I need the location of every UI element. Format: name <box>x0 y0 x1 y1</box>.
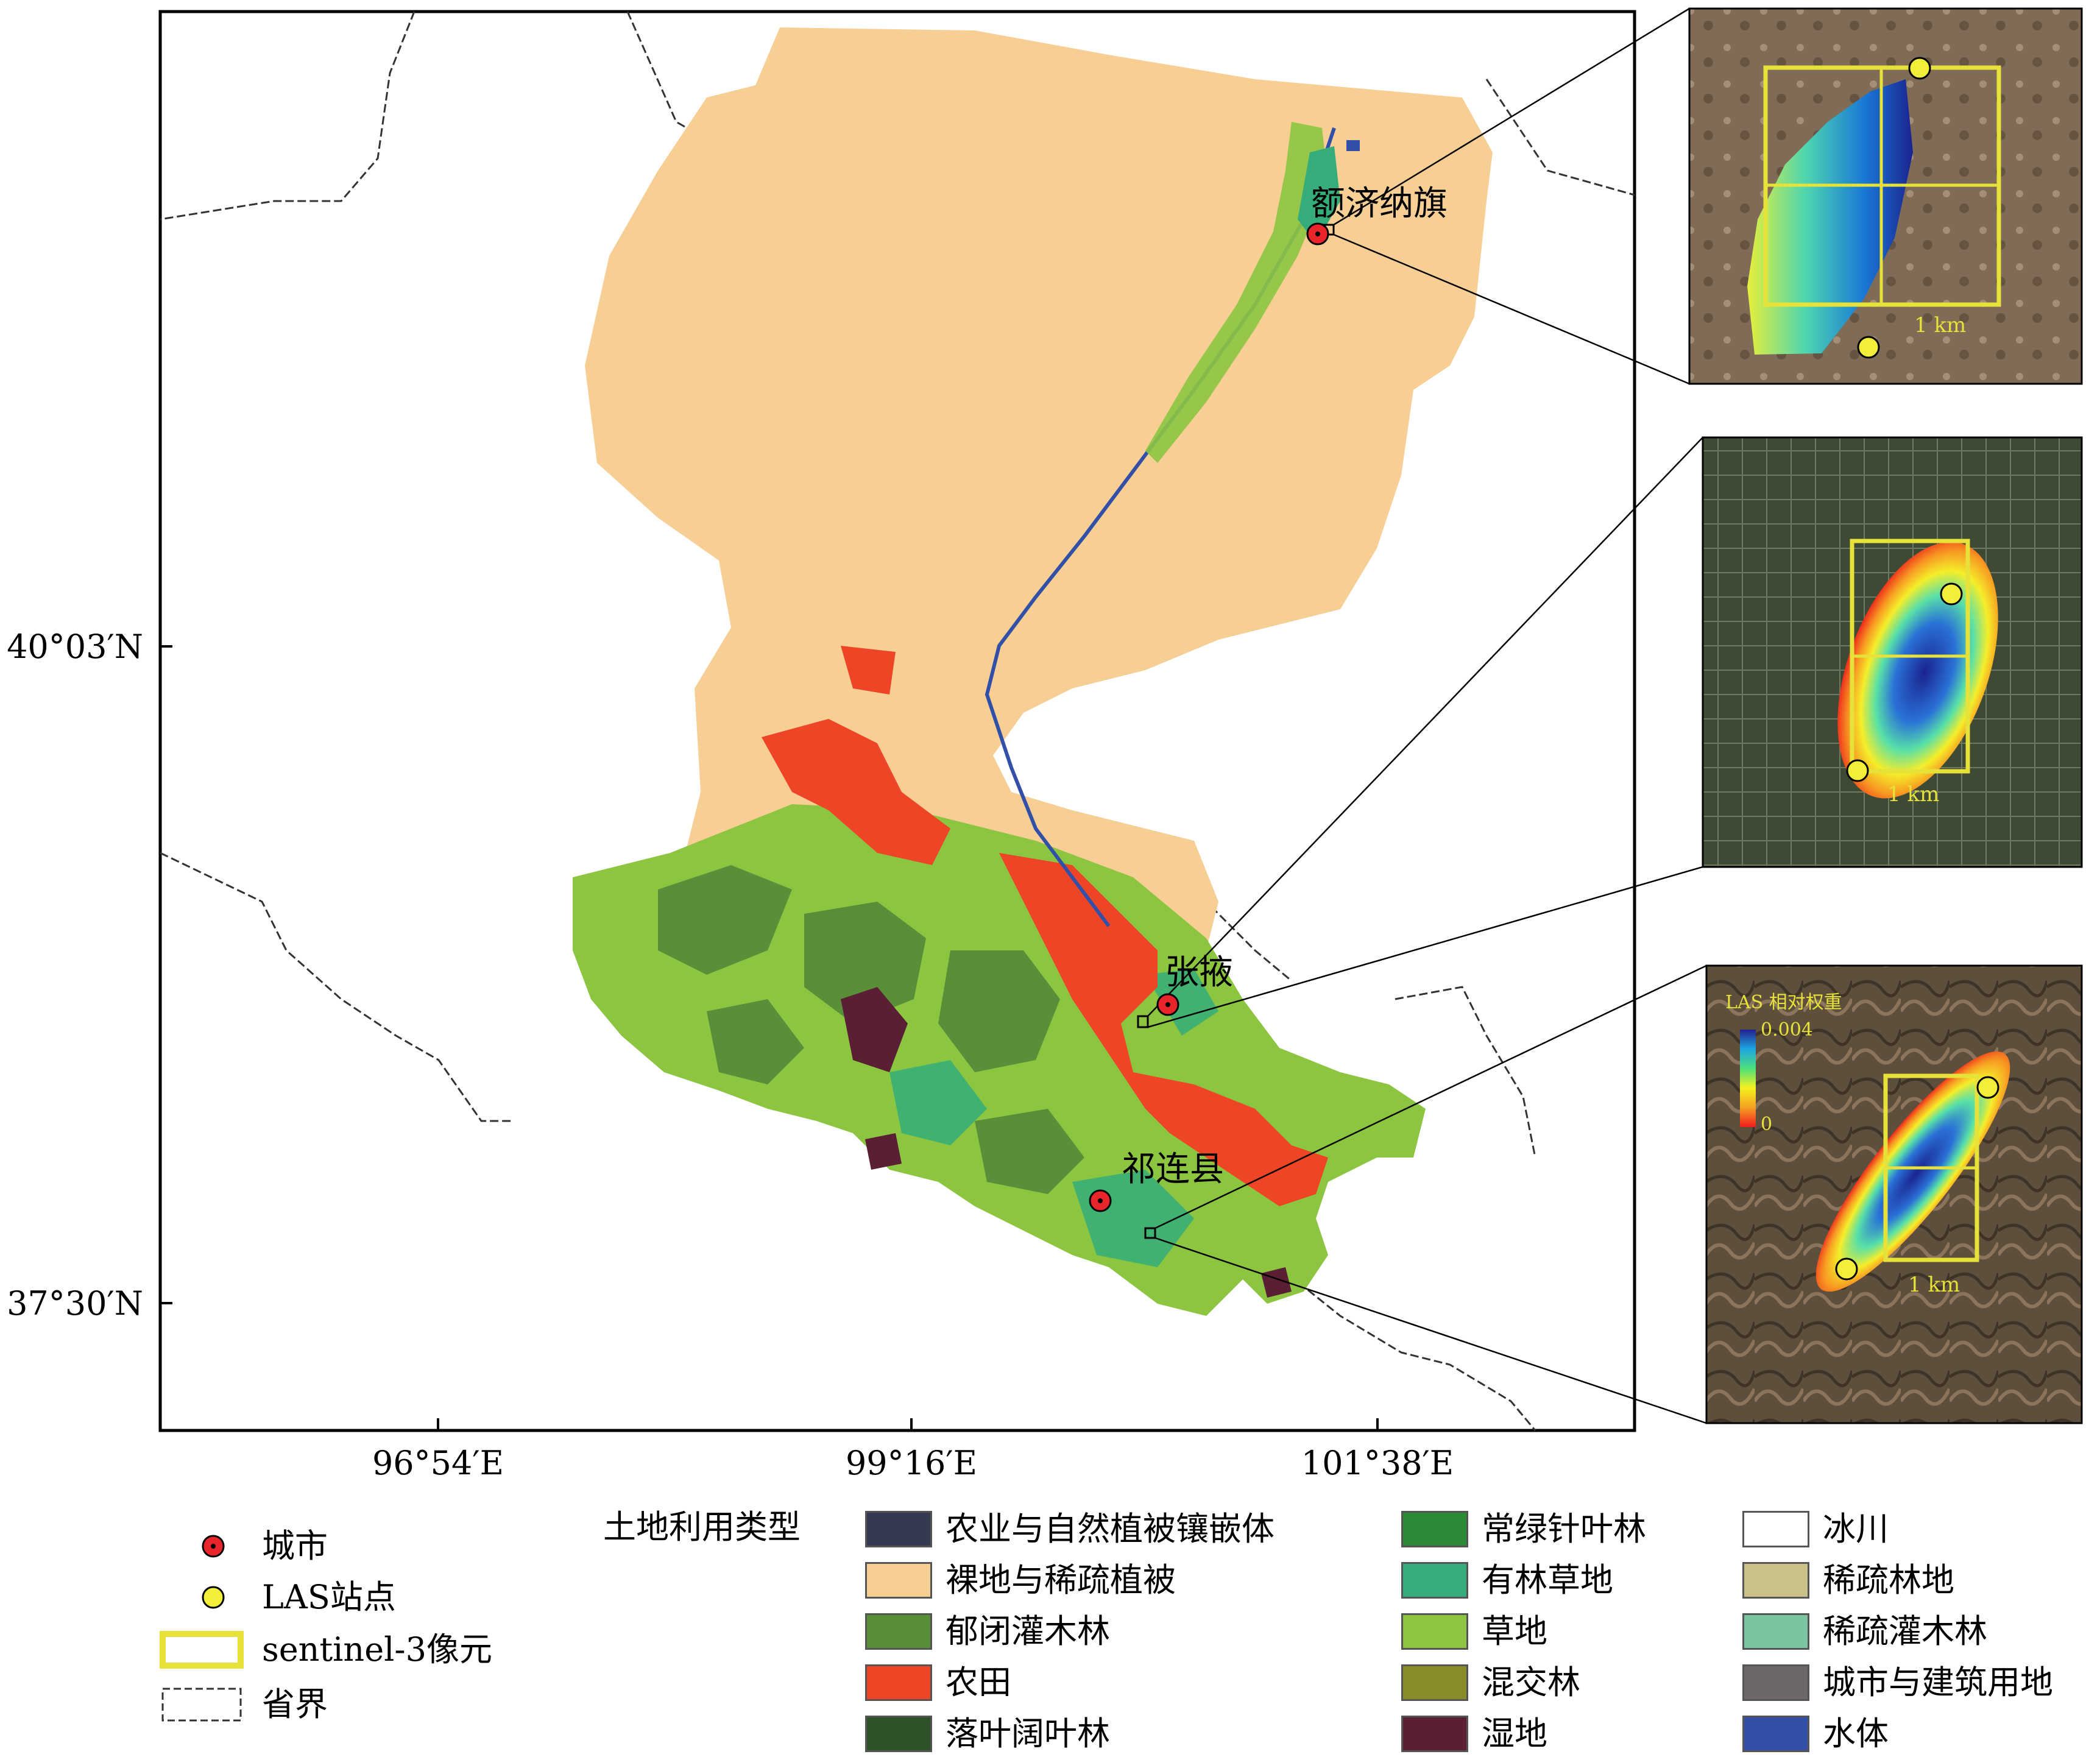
legend-label-pixel: sentinel-3像元 <box>262 1630 493 1669</box>
legend-landuse-item: 农业与自然植被镶嵌体 <box>865 1511 1274 1547</box>
legend-swatch <box>1401 1511 1468 1547</box>
city-labels: 额济纳旗 张掖 祁连县 <box>1122 184 1448 1189</box>
legend-landuse-label: 城市与建筑用地 <box>1823 1663 2053 1702</box>
legend-landuse-item: 混交林 <box>1401 1664 1580 1701</box>
legend-swatch <box>865 1613 932 1650</box>
inset-3-scale-label: 1 km <box>1908 1273 1960 1297</box>
inset-zhangye: 1 km <box>1702 436 2083 868</box>
legend-landuse-label: 有林草地 <box>1482 1561 1613 1599</box>
lon-label-1: 96°54′E <box>372 1444 504 1482</box>
inset-2-scale-label: 1 km <box>1887 782 1939 807</box>
colorbar-max-label: 0.004 <box>1761 1019 1813 1041</box>
legend-landuse-title-text: 土地利用类型 <box>603 1508 801 1546</box>
yellow-dot-icon <box>202 1586 225 1609</box>
legend-label-boundary: 省界 <box>262 1685 328 1723</box>
inset-ejina: 1 km <box>1688 7 2083 385</box>
legend-landuse-item: 湿地 <box>1401 1716 1547 1752</box>
legend-landuse-label: 农业与自然植被镶嵌体 <box>946 1510 1274 1548</box>
legend-landuse-label: 混交林 <box>1482 1663 1580 1702</box>
legend-landuse-label: 水体 <box>1823 1714 1889 1753</box>
legend-landuse-label: 常绿针叶林 <box>1482 1510 1646 1548</box>
site-box-qilian <box>1144 1227 1156 1239</box>
wetland-patches <box>841 987 1292 1298</box>
legend-swatch <box>1742 1664 1809 1701</box>
legend-item-pixel: sentinel-3像元 <box>160 1630 492 1669</box>
lake-water <box>1346 140 1360 151</box>
city-label-ejina: 额济纳旗 <box>1311 184 1448 224</box>
axis-labels: 40°03′N 37°30′N 96°54′E 99°16′E 101°38′E <box>7 628 1454 1482</box>
city-markers <box>1089 222 1329 1212</box>
legend-landuse-item: 草地 <box>1401 1613 1547 1650</box>
lon-label-2: 99°16′E <box>846 1444 977 1482</box>
legend-landuse-item: 郁闭灌木林 <box>865 1613 1110 1650</box>
colorbar <box>1740 1030 1756 1127</box>
cropland-patches <box>762 646 1328 1206</box>
legend-swatch <box>1742 1613 1809 1650</box>
legend-swatch <box>1742 1511 1809 1547</box>
legend-landuse-label: 郁闭灌木林 <box>946 1612 1110 1650</box>
legend-swatch <box>865 1664 932 1701</box>
legend-swatch <box>1401 1664 1468 1701</box>
legend-swatch <box>1742 1562 1809 1599</box>
ejina-oasis-vegetation <box>1145 122 1328 463</box>
legend-landuse-label: 稀疏灌木林 <box>1823 1612 1987 1650</box>
red-dot-icon <box>202 1535 225 1558</box>
ejina-oasis-forest <box>1298 146 1340 244</box>
dashed-rect-icon <box>161 1688 242 1722</box>
inset-connector-lines <box>1147 7 1707 1424</box>
lat-label-2: 37°30′N <box>7 1284 143 1323</box>
legend-swatch <box>865 1562 932 1599</box>
legend-landuse-item: 城市与建筑用地 <box>1742 1664 2053 1701</box>
yellow-rect-icon <box>160 1631 244 1669</box>
legend-item-las: LAS站点 <box>183 1579 396 1616</box>
legend-landuse-label: 裸地与稀疏植被 <box>946 1561 1176 1599</box>
legend-landuse-item: 落叶阔叶林 <box>865 1716 1110 1752</box>
inset-1-scale-label: 1 km <box>1914 313 1966 338</box>
legend-swatch <box>1401 1562 1468 1599</box>
legend-swatch <box>1401 1613 1468 1650</box>
axis-ticks <box>160 645 1379 1430</box>
legend-landuse-item: 稀疏林地 <box>1742 1562 1954 1599</box>
city-label-zhangye: 张掖 <box>1165 953 1233 992</box>
legend-landuse-item: 农田 <box>865 1664 1011 1701</box>
lat-label-1: 40°03′N <box>7 628 143 666</box>
colorbar-title: LAS 相对权重 <box>1725 992 1842 1013</box>
legend-item-city: 城市 <box>183 1528 328 1564</box>
legend-landuse-label: 稀疏林地 <box>1823 1561 1954 1599</box>
legend-landuse-item: 常绿针叶林 <box>1401 1511 1646 1547</box>
site-box-zhangye <box>1137 1015 1149 1028</box>
legend-landuse-label: 湿地 <box>1482 1714 1547 1753</box>
legend-landuse-label: 农田 <box>946 1663 1011 1702</box>
closed-shrubland-patches <box>658 865 1084 1194</box>
inset-qilian: 1 km LAS 相对权重 0.004 0 <box>1705 964 2083 1424</box>
legend-landuse-item: 裸地与稀疏植被 <box>865 1562 1176 1599</box>
legend-swatch <box>1742 1716 1809 1752</box>
colorbar-min-label: 0 <box>1761 1114 1772 1135</box>
legend-swatch <box>865 1511 932 1547</box>
legend-landuse-item: 稀疏灌木林 <box>1742 1613 1987 1650</box>
legend-landuse-item: 冰川 <box>1742 1511 1889 1547</box>
province-boundaries <box>160 11 1635 1431</box>
city-label-qilian: 祁连县 <box>1122 1150 1224 1189</box>
legend-swatch <box>865 1716 932 1752</box>
legend-landuse-title: 土地利用类型 <box>603 1511 801 1544</box>
legend-item-boundary: 省界 <box>160 1685 328 1724</box>
legend-label-las: LAS站点 <box>262 1578 396 1616</box>
legend-landuse-item: 水体 <box>1742 1716 1889 1752</box>
legend-landuse-label: 落叶阔叶林 <box>946 1714 1110 1753</box>
legend-landuse-item: 有林草地 <box>1401 1562 1613 1599</box>
lon-label-3: 101°38′E <box>1301 1444 1454 1482</box>
legend-swatch <box>1401 1716 1468 1752</box>
legend-landuse-label: 冰川 <box>1823 1510 1889 1548</box>
legend-label-city: 城市 <box>262 1527 328 1565</box>
legend-landuse-label: 草地 <box>1482 1612 1547 1650</box>
